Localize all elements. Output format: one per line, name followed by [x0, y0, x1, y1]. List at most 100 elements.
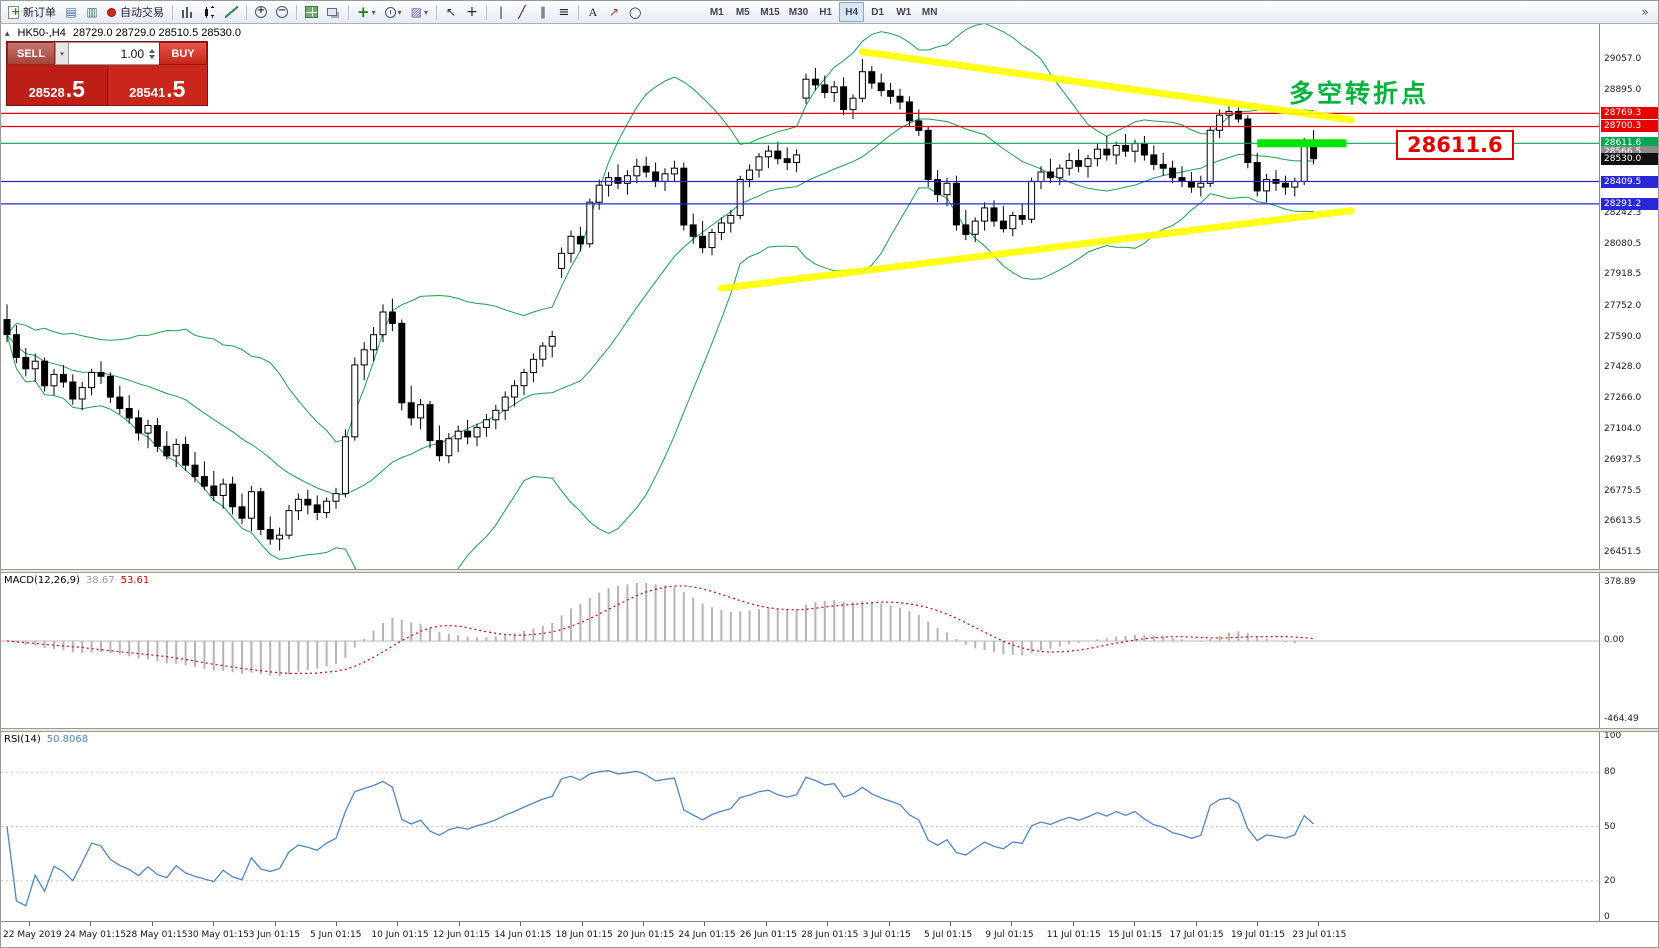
- buy-price[interactable]: 28541 .5: [107, 65, 207, 105]
- indicators-button[interactable]: [353, 2, 380, 22]
- zoom-out-button[interactable]: [272, 2, 292, 22]
- cascade-windows-button[interactable]: [323, 2, 344, 22]
- candle: [125, 408, 133, 419]
- price-axis[interactable]: 29057.0 28895.0 28242.3 28080.5 27918.5 27752…: [1599, 24, 1658, 947]
- profiles-button[interactable]: [61, 2, 81, 22]
- candle: [999, 220, 1007, 230]
- periods-button[interactable]: [381, 2, 406, 22]
- candle: [699, 235, 707, 249]
- time-tick: [1318, 922, 1320, 926]
- time-tick: [581, 922, 583, 926]
- price-axis-label: 28895.0: [1604, 84, 1642, 95]
- panel-resize-handle[interactable]: [1, 569, 1658, 573]
- volume-dropdown-button[interactable]: [55, 42, 69, 65]
- toolbar-overflow-button[interactable]: [1635, 2, 1655, 22]
- time-axis-label: 14 Jun 01:15: [494, 930, 552, 940]
- sell-button[interactable]: SELL: [7, 42, 55, 65]
- timeframe-h4-button[interactable]: H4: [839, 2, 865, 22]
- symbol-label: HK50-,H4: [17, 27, 66, 39]
- macd-axis-label: 0.00: [1604, 635, 1625, 645]
- timeframe-mn-button[interactable]: MN: [917, 2, 942, 22]
- timeframe-m30-button[interactable]: M30: [785, 2, 812, 22]
- candle: [1244, 118, 1252, 163]
- cursor-button[interactable]: [441, 2, 461, 22]
- time-axis-label: 11 Jul 01:15: [1046, 930, 1101, 940]
- candle: [360, 349, 368, 366]
- macd-canvas[interactable]: [1, 573, 1599, 728]
- time-tick: [29, 922, 30, 926]
- candlestick-chart-button[interactable]: [199, 2, 220, 22]
- candle: [473, 426, 481, 438]
- candle: [31, 360, 39, 370]
- spinner-up-icon[interactable]: [148, 46, 155, 53]
- panel-resize-handle[interactable]: [1, 728, 1658, 732]
- line-chart-button[interactable]: [221, 2, 242, 22]
- time-tick: [1011, 922, 1013, 926]
- zoom-in-button[interactable]: [251, 2, 271, 22]
- candle: [388, 311, 396, 324]
- arrows-button[interactable]: [604, 2, 624, 22]
- candle: [3, 319, 11, 336]
- candle: [1103, 148, 1111, 156]
- candle: [755, 156, 763, 171]
- spinner-down-icon[interactable]: [148, 54, 155, 62]
- candle: [229, 483, 237, 508]
- new-order-label: 新订单: [23, 7, 56, 19]
- zoom-in-icon: [255, 6, 267, 18]
- timeframe-m15-button[interactable]: M15: [756, 2, 783, 22]
- candle: [97, 372, 105, 377]
- time-axis[interactable]: 22 May 2019 24 May 01:15 28 May 01:15 30 Ma…: [1, 921, 1658, 947]
- sell-price-main: 28528: [28, 85, 65, 100]
- price-tag: 28291.2: [1601, 198, 1658, 210]
- main-chart-canvas[interactable]: [1, 24, 1599, 569]
- timeframe-d1-button[interactable]: D1: [865, 2, 890, 22]
- candle: [285, 510, 293, 536]
- time-tick: [520, 922, 522, 926]
- buy-button[interactable]: BUY: [159, 42, 207, 65]
- trendline-button[interactable]: [512, 2, 532, 22]
- time-tick: [397, 922, 399, 926]
- text-button[interactable]: [583, 2, 603, 22]
- timeframe-w1-button[interactable]: W1: [891, 2, 916, 22]
- candle: [492, 409, 500, 421]
- bar-chart-button[interactable]: [177, 2, 198, 22]
- candle: [962, 224, 970, 235]
- new-order-button[interactable]: 新订单: [4, 2, 60, 22]
- candle: [793, 154, 801, 163]
- timeframe-m5-button[interactable]: M5: [730, 2, 755, 22]
- vertical-line-button[interactable]: [491, 2, 511, 22]
- volume-spinner[interactable]: [146, 46, 157, 62]
- rsi-axis-label: 100: [1604, 731, 1622, 741]
- market-watch-icon: [86, 6, 97, 18]
- price-axis-label: 27918.5: [1604, 269, 1642, 280]
- candlestick-icon: [203, 6, 216, 18]
- timeframe-h1-button[interactable]: H1: [813, 2, 838, 22]
- market-watch-button[interactable]: [82, 2, 102, 22]
- bollinger-bands: [6, 24, 1314, 569]
- macd-panel: MACD(12,26,9) 38.67 53.61: [1, 573, 1599, 728]
- candle: [558, 252, 566, 269]
- candle: [652, 171, 660, 182]
- rsi-canvas[interactable]: [1, 732, 1599, 921]
- channel-button[interactable]: [533, 2, 553, 22]
- trendline-icon: [518, 6, 525, 18]
- templates-button[interactable]: [407, 2, 432, 22]
- tile-windows-button[interactable]: [301, 2, 322, 22]
- candle: [88, 372, 96, 389]
- macd-axis-label: -464.49: [1604, 714, 1639, 724]
- crosshair-button[interactable]: [462, 2, 482, 22]
- candle: [12, 334, 20, 358]
- chevron-down-icon: [372, 8, 376, 17]
- timeframe-m1-button[interactable]: M1: [704, 2, 729, 22]
- candle: [830, 86, 838, 93]
- shapes-button[interactable]: [625, 2, 645, 22]
- volume-input[interactable]: [98, 46, 144, 61]
- candle: [1112, 145, 1120, 156]
- candle: [1028, 180, 1036, 220]
- fibonacci-button[interactable]: [554, 2, 574, 22]
- toolbar-separator: [172, 4, 173, 20]
- sell-price[interactable]: 28528 .5: [7, 65, 108, 105]
- candle: [717, 222, 725, 233]
- auto-trading-button[interactable]: 自动交易: [103, 2, 168, 22]
